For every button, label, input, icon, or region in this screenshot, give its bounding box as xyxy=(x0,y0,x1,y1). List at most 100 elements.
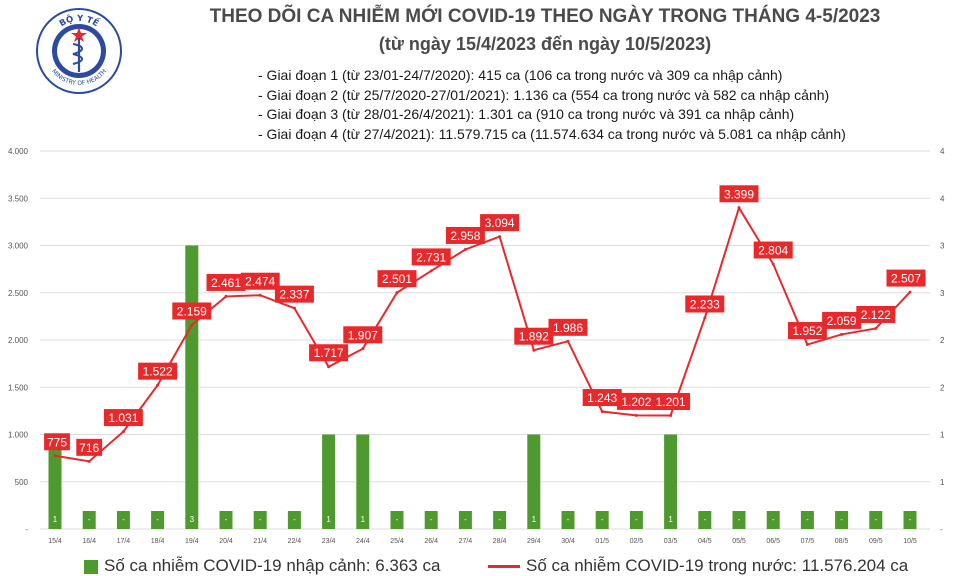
line-series: 775 716 1.031 1.522 2.159 2.461 2.474 2.337 1.71… xyxy=(44,185,926,463)
bar-30/4 xyxy=(561,511,575,529)
value-label-box xyxy=(822,311,862,329)
line-point xyxy=(771,262,775,266)
right-axis-tick: - xyxy=(940,525,943,534)
left-axis-tick: 1.500 xyxy=(8,383,29,392)
line-value-label: 2.501 xyxy=(377,270,417,288)
bar-label: - xyxy=(874,515,877,524)
bar-22/4 xyxy=(287,511,301,529)
value-label-text: 2.461 xyxy=(211,276,241,290)
value-label-box xyxy=(343,326,383,344)
x-tick-label: 25/4 xyxy=(390,538,404,545)
line-value-label: 1.031 xyxy=(103,409,143,427)
x-tick-label: 08/5 xyxy=(835,538,849,545)
bar-21/4 xyxy=(253,511,267,529)
bar-label: - xyxy=(601,515,604,524)
right-axis-tick: 3 xyxy=(940,289,945,298)
bar-05/5 xyxy=(732,511,746,529)
line-point xyxy=(258,293,262,297)
line-point xyxy=(669,414,673,418)
bar-label: 1 xyxy=(361,515,366,524)
bar-label: - xyxy=(464,515,467,524)
ministry-of-health-logo: BỘ Y TẾ MINISTRY OF HEALTH xyxy=(36,8,122,94)
left-axis-tick: 1.000 xyxy=(8,431,29,440)
bar-label: - xyxy=(738,515,741,524)
bar-10/5 xyxy=(903,511,917,529)
bar-label: - xyxy=(498,515,501,524)
page-title: THEO DÕI CA NHIỄM MỚI COVID-19 THEO NGÀY… xyxy=(209,6,881,27)
value-label-box xyxy=(445,226,485,244)
bar-label: 3 xyxy=(190,515,195,524)
bar-label: - xyxy=(156,515,159,524)
line-value-label: 3.399 xyxy=(719,185,759,203)
line-point xyxy=(840,332,844,336)
bar-label: - xyxy=(225,515,228,524)
line-value-label: 3.094 xyxy=(480,214,520,232)
line-point xyxy=(463,247,467,251)
bar-24/4 xyxy=(356,434,370,529)
line-point xyxy=(361,347,365,351)
value-label-box xyxy=(377,270,417,288)
right-axis-tick: 4 xyxy=(940,194,945,203)
line-value-label: 1.717 xyxy=(309,344,349,362)
bar-label: 1 xyxy=(532,515,537,524)
x-tick-label: 21/4 xyxy=(253,538,267,545)
bar-19/4 xyxy=(185,245,199,529)
note-phase-1: - Giai đoạn 1 (từ 23/01-24/7/2020): 415 … xyxy=(258,67,783,83)
line-point xyxy=(634,413,638,417)
line-value-label: 2.958 xyxy=(445,226,485,244)
line-value-label: 2.159 xyxy=(172,302,212,320)
value-label-box xyxy=(172,302,212,320)
line-point xyxy=(566,339,570,343)
value-label-box xyxy=(480,214,520,232)
x-tick-label: 22/4 xyxy=(288,538,302,545)
line-value-label: 2.731 xyxy=(411,248,451,266)
value-label-box xyxy=(787,322,827,340)
x-tick-label: 29/4 xyxy=(527,538,541,545)
note-phase-4: - Giai đoạn 4 (từ 27/4/2021): 11.579.715… xyxy=(258,125,846,142)
x-tick-label: 03/5 xyxy=(664,538,678,545)
covid-cases-chart: 1 - - - 3 - - - 1 1 - - - - 1 - - - 1 - - - - - - - 775 716 1.031 1.… xyxy=(8,147,945,545)
value-label-text: 2.159 xyxy=(177,304,207,318)
right-axis-tick: 1 xyxy=(940,478,945,487)
left-axis-tick: 500 xyxy=(15,478,29,487)
value-label-box xyxy=(274,285,314,303)
value-label-box xyxy=(309,344,349,362)
left-axis-tick: 4.000 xyxy=(8,147,29,156)
bar-06/5 xyxy=(766,511,780,529)
line-point xyxy=(395,291,399,295)
legend-line-label: Số ca nhiễm COVID-19 trong nước: 11.576.… xyxy=(526,556,909,575)
line-point xyxy=(53,454,57,458)
value-label-box xyxy=(548,318,588,336)
value-label-box xyxy=(856,305,896,323)
value-label-box xyxy=(103,409,143,427)
value-label-box xyxy=(651,393,691,411)
line-value-label: 716 xyxy=(76,438,103,456)
value-label-text: 2.804 xyxy=(758,244,788,258)
note-phase-3: - Giai đoạn 3 (từ 28/01-26/4/2021): 1.30… xyxy=(258,106,795,122)
line-value-label: 1.202 xyxy=(616,392,656,410)
x-tick-label: 30/4 xyxy=(561,538,575,545)
note-phase-2: - Giai đoạn 2 (từ 25/7/2020-27/01/2021):… xyxy=(258,86,830,103)
value-label-box xyxy=(582,389,622,407)
bar-01/5 xyxy=(595,511,609,529)
value-label-text: 1.986 xyxy=(553,321,583,335)
notes-block: - Giai đoạn 1 (từ 23/01-24/7/2020): 415 … xyxy=(258,66,846,144)
line-value-label: 2.059 xyxy=(822,311,862,329)
value-label-text: 2.059 xyxy=(827,314,857,328)
right-axis-tick: 4 xyxy=(940,147,945,156)
line-value-label: 2.804 xyxy=(753,241,793,259)
value-label-text: 2.337 xyxy=(279,288,309,302)
x-tick-label: 04/5 xyxy=(698,538,712,545)
bar-17/4 xyxy=(116,511,130,529)
line-value-label: 2.233 xyxy=(685,295,725,313)
bar-label: - xyxy=(703,515,706,524)
line-point xyxy=(429,269,433,273)
x-tick-label: 07/5 xyxy=(801,538,815,545)
bar-label: 1 xyxy=(53,515,58,524)
value-label-box xyxy=(76,438,103,456)
value-label-box xyxy=(753,241,793,259)
legend-line-swatch xyxy=(488,565,520,569)
line-value-label: 1.892 xyxy=(514,327,554,345)
bar-label: - xyxy=(772,515,775,524)
x-tick-label: 19/4 xyxy=(185,538,199,545)
